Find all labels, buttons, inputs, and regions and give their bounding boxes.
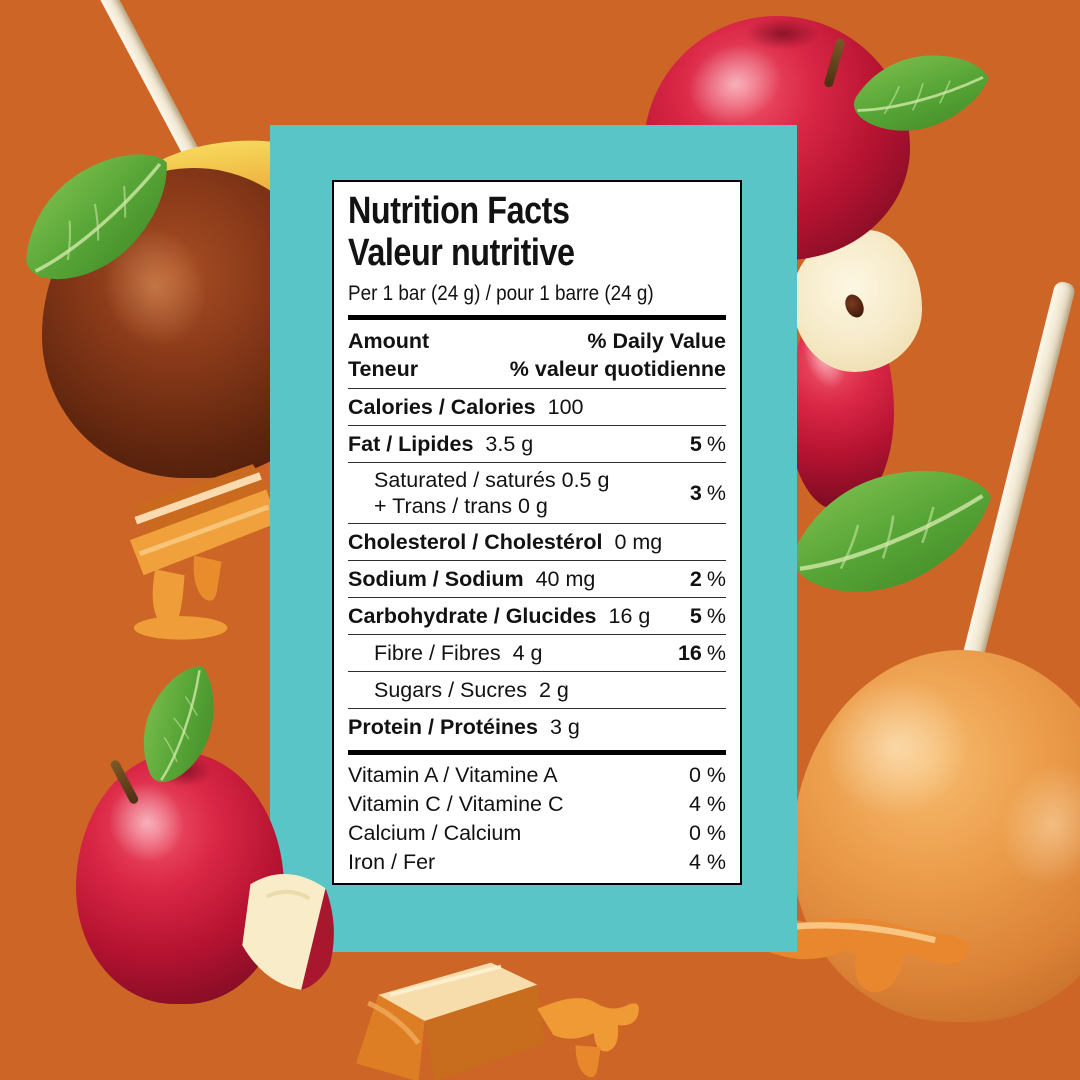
sugars-row: Sugars / Sucres 2 g [348, 672, 726, 708]
daily-value-label-en: % Daily Value [587, 329, 726, 353]
calcium-label: Calcium / Calcium [348, 821, 522, 845]
thick-divider [348, 315, 726, 320]
fat-label: Fat / Lipides [348, 432, 474, 456]
sugars-value: 2 g [538, 678, 569, 702]
iron-label: Iron / Fer [348, 850, 436, 874]
iron-daily-value: 4 % [688, 850, 726, 874]
vitamin-c-row: Vitamin C / Vitamine C 4 % [348, 790, 726, 819]
daily-value-label-fr: % valeur quotidienne [509, 357, 726, 381]
apple-leaf-middle-right [778, 436, 1003, 632]
vitamin-a-daily-value: 0 % [688, 763, 726, 787]
fat-value: 3.5 g [485, 432, 534, 456]
serving-size: Per 1 bar (24 g) / pour 1 barre (24 g) [348, 282, 654, 305]
protein-label: Protein / Protéines [348, 715, 538, 739]
fat-daily-value: 5% [689, 432, 726, 456]
fat-row: Fat / Lipides 3.5 g 5% [348, 426, 726, 462]
sodium-row: Sodium / Sodium 40 mg 2% [348, 561, 726, 597]
fibre-daily-value: 16% [677, 641, 726, 665]
divider [348, 634, 726, 635]
amount-label-fr: Teneur [348, 357, 419, 381]
trans-label: + Trans / trans 0 g [374, 494, 548, 518]
divider [348, 671, 726, 672]
sodium-label: Sodium / Sodium [348, 567, 524, 591]
divider [348, 597, 726, 598]
vitamin-a-label: Vitamin A / Vitamine A [348, 763, 558, 787]
vitamin-c-label: Vitamin C / Vitamine C [348, 792, 564, 816]
sodium-value: 40 mg [535, 567, 596, 591]
divider [348, 388, 726, 389]
iron-row: Iron / Fer 4 % [348, 848, 726, 877]
vitamin-a-row: Vitamin A / Vitamine A 0 % [348, 761, 726, 790]
title-english: Nutrition Facts [348, 190, 570, 232]
nutrition-facts-title: Nutrition Facts Valeur nutritive [348, 190, 726, 274]
carbohydrate-value: 16 g [608, 604, 651, 628]
saturated-daily-value: 3% [689, 481, 726, 505]
vitamin-c-daily-value: 4 % [688, 792, 726, 816]
cholesterol-label: Cholesterol / Cholestérol [348, 530, 603, 554]
divider [348, 425, 726, 426]
fibre-value: 4 g [512, 641, 543, 665]
divider [348, 462, 726, 463]
fibre-row: Fibre / Fibres 4 g 16% [348, 635, 726, 671]
fibre-label: Fibre / Fibres [374, 641, 501, 665]
red-apple-bottom-left [76, 752, 284, 1004]
divider [348, 523, 726, 524]
saturated-label: Saturated / saturés 0.5 g [374, 468, 610, 492]
apple-slice-bottom-left [242, 874, 334, 990]
carbohydrate-row: Carbohydrate / Glucides 16 g 5% [348, 598, 726, 634]
divider [348, 560, 726, 561]
divider [348, 708, 726, 709]
calories-label: Calories / Calories [348, 395, 536, 419]
cholesterol-value: 0 mg [614, 530, 663, 554]
title-french: Valeur nutritive [348, 232, 575, 274]
caramel-cube-bottom [356, 962, 639, 1080]
thick-divider [348, 750, 726, 755]
calcium-row: Calcium / Calcium 0 % [348, 819, 726, 848]
calories-row: Calories / Calories 100 [348, 389, 726, 425]
saturated-trans-row: Saturated / saturés 0.5 g + Trans / tran… [348, 463, 726, 523]
carbohydrate-label: Carbohydrate / Glucides [348, 604, 597, 628]
amount-label-en: Amount [348, 329, 430, 353]
amount-dv-header: Amount % Daily Value Teneur % valeur quo… [348, 324, 726, 388]
cholesterol-row: Cholesterol / Cholestérol 0 mg [348, 524, 726, 560]
sodium-daily-value: 2% [689, 567, 726, 591]
sugars-label: Sugars / Sucres [374, 678, 527, 702]
nutrition-facts-panel: Nutrition Facts Valeur nutritive Per 1 b… [332, 180, 742, 885]
carbohydrate-daily-value: 5% [689, 604, 726, 628]
calcium-daily-value: 0 % [688, 821, 726, 845]
protein-value: 3 g [549, 715, 580, 739]
protein-row: Protein / Protéines 3 g [348, 709, 726, 745]
caramel-ribbon-left [129, 464, 279, 640]
teal-card: Nutrition Facts Valeur nutritive Per 1 b… [270, 125, 797, 952]
calories-value: 100 [547, 395, 584, 419]
